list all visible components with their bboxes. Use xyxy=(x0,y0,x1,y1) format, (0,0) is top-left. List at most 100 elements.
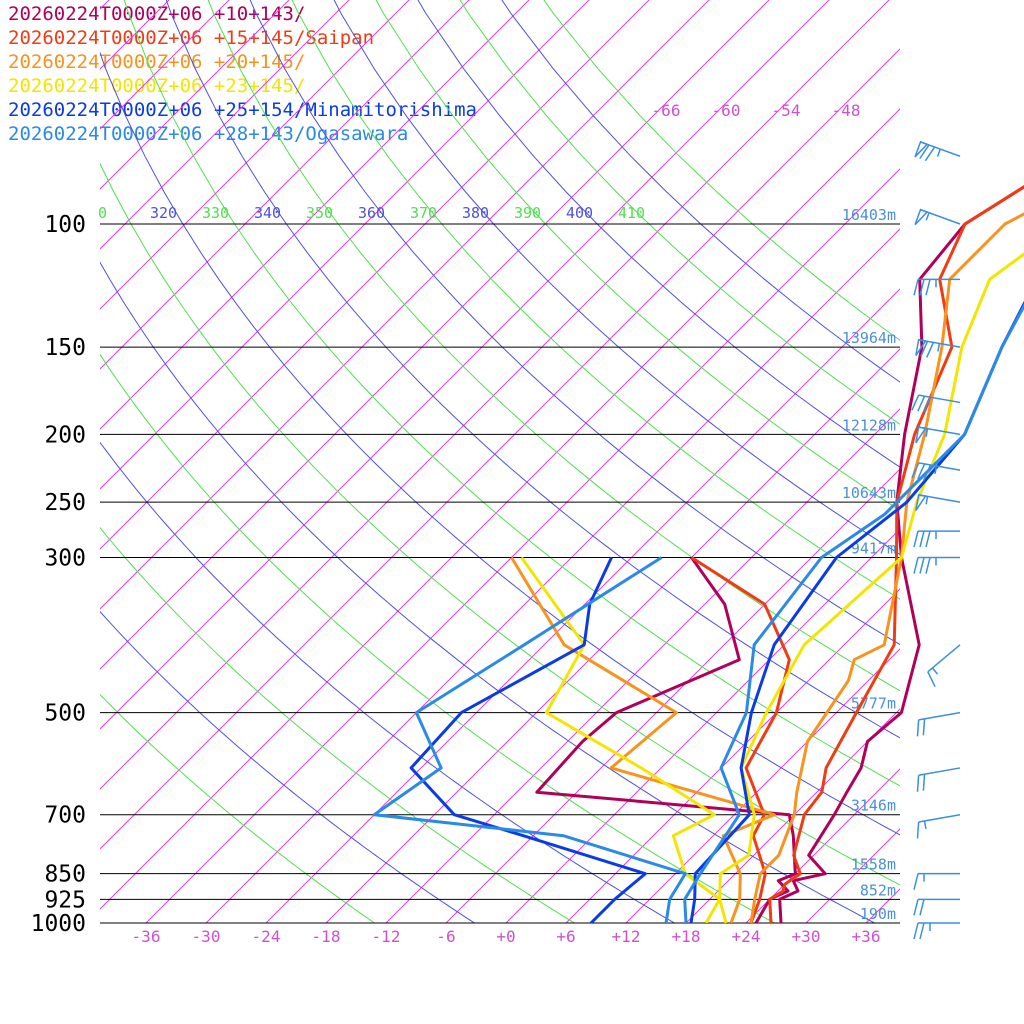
temperature-tick-label: +24 xyxy=(732,927,761,946)
isotherm-line xyxy=(685,708,900,923)
dry-adiabat-line xyxy=(165,0,900,739)
dry-adiabat-line xyxy=(123,0,900,787)
dry-adiabat-line xyxy=(100,162,900,886)
wind-barb xyxy=(911,394,961,413)
upper-temperature-label: -60 xyxy=(712,101,741,120)
dry-adiabat-line xyxy=(100,693,375,923)
wind-barb xyxy=(915,426,961,444)
temperature-tick-label: -18 xyxy=(312,927,341,946)
temperature-tick-label: +12 xyxy=(612,927,641,946)
pressure-tick-label: 500 xyxy=(44,701,86,727)
pressure-tick-label: 100 xyxy=(44,212,86,238)
legend-entry: 20260224T0000Z+06 +10+143/ xyxy=(8,3,306,25)
wind-barb xyxy=(913,556,960,574)
height-label: 16403m xyxy=(842,206,896,224)
theta-label: 390 xyxy=(514,204,541,222)
theta-label: 400 xyxy=(566,204,593,222)
pressure-tick-label: 150 xyxy=(44,335,86,361)
isotherm-line xyxy=(445,468,900,923)
isotherm-line xyxy=(100,0,530,430)
isotherm-line xyxy=(100,0,470,370)
wind-barb xyxy=(913,872,960,890)
temperature-tick-label: -24 xyxy=(252,927,281,946)
temperature-tick-label: +30 xyxy=(792,927,821,946)
isotherm-line xyxy=(505,528,900,923)
wind-barb xyxy=(927,644,961,687)
wind-barb xyxy=(913,530,960,548)
temperature-profile-line xyxy=(778,185,1024,924)
wind-barb xyxy=(916,711,961,737)
theta-label: 350 xyxy=(306,204,333,222)
height-label: 10643m xyxy=(842,484,896,502)
isotherm-line xyxy=(0,0,43,923)
theta-label: 0 xyxy=(98,204,107,222)
upper-temperature-label: -54 xyxy=(772,101,801,120)
pressure-tick-label: 1000 xyxy=(31,911,86,937)
wind-barb xyxy=(915,493,961,512)
temperature-tick-label: +36 xyxy=(852,927,881,946)
legend-entry: 20260224T0000Z+06 +15+145/Saipan xyxy=(8,27,375,49)
isotherm-line xyxy=(100,0,410,310)
temperature-profile-line xyxy=(689,300,1024,924)
dry-adiabat-line xyxy=(100,353,775,923)
temperature-profile-line xyxy=(749,212,1024,924)
wind-barb xyxy=(914,140,961,162)
pressure-tick-label: 700 xyxy=(44,803,86,829)
wind-barb xyxy=(916,813,961,839)
isotherm-line xyxy=(986,0,1024,923)
temperature-tick-label: +0 xyxy=(496,927,515,946)
upper-temperature-label: -66 xyxy=(652,101,681,120)
wind-barb xyxy=(913,278,960,296)
grid-lines xyxy=(0,0,1024,923)
temperature-tick-label: -6 xyxy=(436,927,455,946)
profiles-upper xyxy=(683,185,1024,924)
theta-label: 360 xyxy=(358,204,385,222)
wind-barbs xyxy=(911,140,961,940)
dewpoint-profile-line xyxy=(690,556,791,923)
isotherm-line xyxy=(100,0,170,70)
pressure-tick-label: 200 xyxy=(44,422,86,448)
dewpoint-profile-line xyxy=(535,556,797,923)
wind-barb xyxy=(913,922,960,940)
height-label: 12128m xyxy=(842,416,896,434)
isotherm-line xyxy=(100,108,900,910)
wind-barb xyxy=(911,462,961,481)
isotherm-line xyxy=(100,0,110,10)
pressure-tick-label: 300 xyxy=(44,546,86,572)
height-label: 852m xyxy=(860,881,896,899)
isotherm-line xyxy=(625,648,900,923)
temperature-tick-label: +6 xyxy=(556,927,575,946)
theta-label: 370 xyxy=(410,204,437,222)
isotherm-line xyxy=(100,48,900,850)
theta-label: 320 xyxy=(150,204,177,222)
isotherm-line xyxy=(100,0,350,250)
profiles xyxy=(372,556,797,923)
temperature-tick-label: -30 xyxy=(192,927,221,946)
isotherm-line xyxy=(805,828,900,923)
wind-barb xyxy=(915,338,961,358)
temperature-tick-label: -12 xyxy=(372,927,401,946)
height-label: 190m xyxy=(860,905,896,923)
dry-adiabat-line xyxy=(249,0,900,646)
dry-adiabat-line xyxy=(100,610,475,923)
wind-barb xyxy=(916,767,961,792)
temperature-tick-label: +18 xyxy=(672,927,701,946)
pressure-tick-label: 250 xyxy=(44,490,86,516)
isotherm-line xyxy=(565,588,900,923)
pressure-tick-label: 850 xyxy=(44,862,86,888)
temperature-profile-line xyxy=(718,252,1024,924)
legend-entry: 20260224T0000Z+06 +28+143/Ogasawara xyxy=(8,123,409,145)
isotherm-line xyxy=(325,348,900,923)
isotherm-line xyxy=(865,888,900,923)
isotherm-line xyxy=(100,0,650,550)
dry-adiabat-line xyxy=(100,526,575,923)
dewpoint-profile-line xyxy=(409,556,647,923)
isotherm-line xyxy=(100,0,290,190)
pressure-tick-label: 925 xyxy=(44,887,86,913)
height-label: 5777m xyxy=(851,695,896,713)
dry-adiabat-line xyxy=(291,0,900,600)
isotherm-line xyxy=(0,0,103,923)
isotherm-line xyxy=(100,0,770,670)
dry-adiabat-line xyxy=(375,0,900,512)
